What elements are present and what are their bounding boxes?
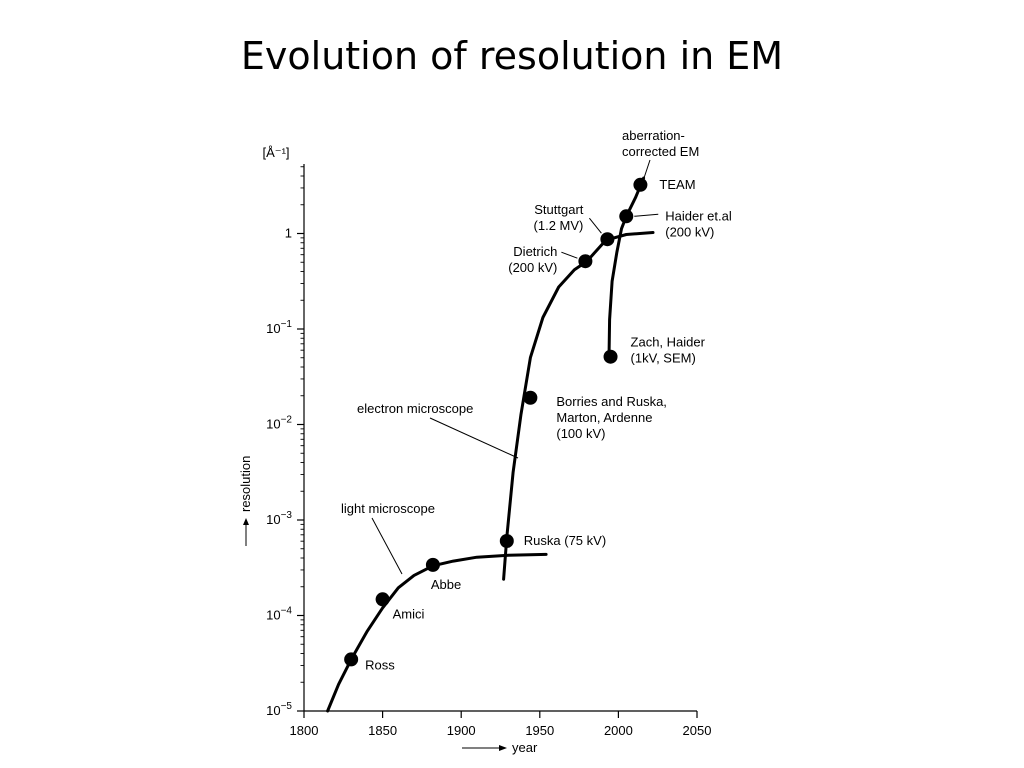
data-point-label-haider-et-al: Haider et.al (200 kV): [665, 208, 732, 239]
data-point-zach-haider: [603, 349, 618, 364]
data-point-team: [633, 177, 648, 192]
data-point-label-borries-and-ruska: Borries and Ruska, Marton, Ardenne (100 kV…: [556, 394, 667, 441]
annotation-aberration-corrected-em: aberration-corrected EM: [622, 128, 699, 159]
data-point-ross: [344, 652, 359, 667]
data-point-label-zach-haider: Zach, Haider (1kV, SEM): [631, 335, 706, 366]
data-point-abbe: [425, 557, 440, 572]
y-tick-label-1: 1: [285, 226, 292, 241]
y-tick-label-10-5: 10−5: [266, 701, 292, 718]
leader-lines: [561, 213, 659, 259]
x-tick-label-2050: 2050: [683, 723, 712, 738]
y-tick-label-10-3: 10−3: [266, 510, 292, 527]
x-tick-label-2000: 2000: [604, 723, 633, 738]
data-point-label-stuttgart: Stuttgart (1.2 MV): [534, 202, 584, 233]
leader-haider-et-al: [634, 213, 659, 217]
data-point-ruska-75-kv: [499, 534, 514, 549]
slide-title: Evolution of resolution in EM: [240, 34, 784, 78]
leader-dietrich: [561, 251, 578, 259]
annotation-leader-light-microscope: [371, 517, 403, 575]
y-unit-label: [Å⁻¹]: [262, 145, 289, 160]
data-point-label-ruska-75-kv: Ruska (75 kV): [524, 533, 606, 548]
annotation-electron-microscope: electron microscope: [357, 401, 473, 416]
data-point-label-dietrich: Dietrich (200 kV): [508, 244, 557, 275]
x-tick-label-1900: 1900: [447, 723, 476, 738]
annotation-leader-aberration-corrected-em: [643, 159, 651, 179]
x-axis-arrowhead: [499, 745, 507, 751]
data-point-amici: [375, 592, 390, 607]
data-point-labels: Ross Amici Abbe Ruska (75 kV) Borries and Ru…: [365, 177, 732, 673]
y-axis-arrowhead: [243, 518, 249, 525]
curve-aberration-corrected-em: [607, 176, 646, 360]
y-axis-title-group: resolution: [238, 456, 253, 546]
y-tick-label-10-1: 10−1: [266, 319, 292, 336]
series-curves: [326, 176, 655, 713]
x-ticks: 1800 1850 1900 1950 2000 2050: [290, 711, 712, 738]
data-point-label-abbe: Abbe: [431, 577, 461, 592]
leader-stuttgart: [589, 217, 602, 234]
x-tick-label-1850: 1850: [368, 723, 397, 738]
y-tick-label-10-2: 10−2: [266, 415, 292, 432]
x-tick-label-1800: 1800: [290, 723, 319, 738]
data-point-stuttgart: [600, 232, 615, 247]
data-point-label-ross: Ross: [365, 657, 395, 672]
y-ticks: 10−5 10−4 10−3 10−2 10−1 1: [266, 166, 304, 718]
annotation-light-microscope: light microscope: [341, 501, 435, 516]
x-axis-title-group: year: [462, 740, 538, 755]
annotation-leader-electron-microscope: [429, 417, 519, 459]
data-point-borries-and-ruska: [523, 390, 538, 405]
x-tick-label-1950: 1950: [525, 723, 554, 738]
series-annotations: light microscope electron microscope aberr…: [341, 128, 699, 575]
y-axis-title: resolution: [238, 456, 253, 512]
data-point-dietrich: [578, 254, 593, 269]
x-axis-title: year: [512, 740, 538, 755]
data-point-label-amici: Amici: [393, 606, 425, 621]
data-point-label-team: TEAM: [659, 177, 695, 192]
data-point-haider-et-al: [619, 209, 634, 224]
y-tick-label-10-4: 10−4: [266, 606, 292, 623]
data-points: [344, 177, 648, 667]
